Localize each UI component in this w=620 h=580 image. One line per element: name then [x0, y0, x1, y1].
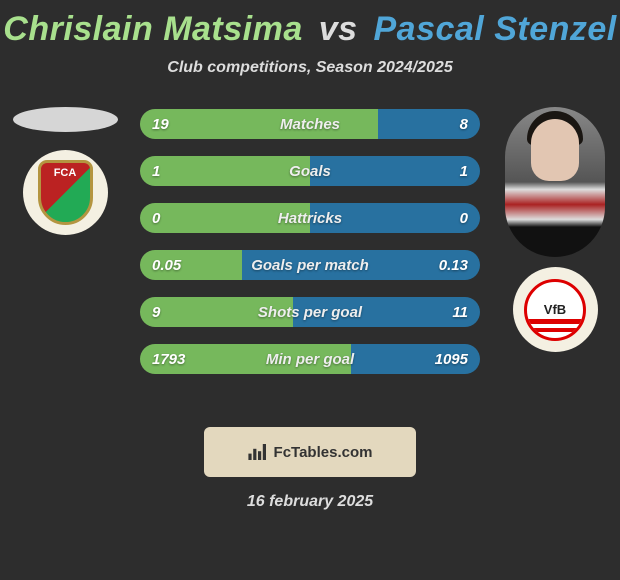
player2-photo [505, 107, 605, 257]
stat-label: Goals per match [140, 250, 480, 280]
stat-label: Goals [140, 156, 480, 186]
left-player-column: FCA [0, 107, 130, 235]
stat-row: 0.050.13Goals per match [140, 250, 480, 280]
player1-name: Chrislain Matsima [3, 10, 302, 48]
right-player-column: VfB [490, 107, 620, 352]
player2-name: Pascal Stenzel [373, 10, 616, 48]
stat-row: 00Hattricks [140, 203, 480, 233]
player2-club-badge: VfB [513, 267, 598, 352]
stat-label: Shots per goal [140, 297, 480, 327]
stat-row: 911Shots per goal [140, 297, 480, 327]
stats-bars: 198Matches 11Goals 00Hattricks 0.050.13Goal… [140, 109, 480, 374]
subtitle: Club competitions, Season 2024/2025 [0, 59, 620, 77]
comparison-title: Chrislain Matsima vs Pascal Stenzel [0, 0, 620, 49]
stat-label: Matches [140, 109, 480, 139]
club-badge-label: FCA [38, 160, 93, 225]
player1-photo-placeholder [13, 107, 118, 132]
stat-row: 198Matches [140, 109, 480, 139]
vs-separator: vs [319, 10, 358, 48]
source-site: FcTables.com [274, 444, 373, 461]
stat-row: 17931095Min per goal [140, 344, 480, 374]
date-label: 16 february 2025 [0, 493, 620, 511]
stat-row: 11Goals [140, 156, 480, 186]
club-badge-label: VfB [524, 279, 586, 341]
source-badge: FcTables.com [204, 427, 416, 477]
stats-container: FCA VfB 198Matches 11Goals 00Hattricks 0.05… [0, 107, 620, 407]
chart-icon [248, 444, 268, 460]
player1-club-badge: FCA [23, 150, 108, 235]
stat-label: Min per goal [140, 344, 480, 374]
stat-label: Hattricks [140, 203, 480, 233]
